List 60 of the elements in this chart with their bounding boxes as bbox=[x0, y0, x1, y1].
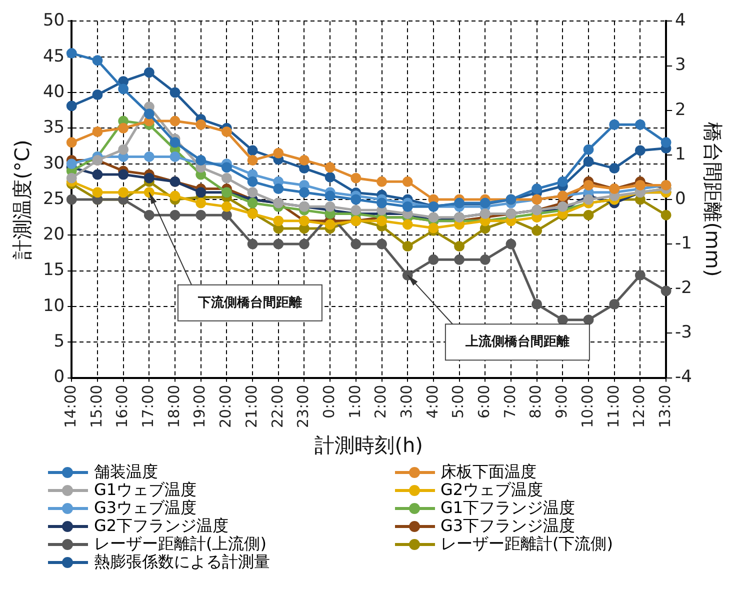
x-tick-label: 15:00 bbox=[87, 384, 106, 428]
x-tick-label: 12:00 bbox=[630, 384, 648, 428]
y-tick-label: 30 bbox=[42, 153, 65, 174]
y-tick-label: 0 bbox=[54, 367, 65, 388]
y2-tick-label: 0 bbox=[675, 188, 686, 209]
legend-label: レーザー距離計(下流側) bbox=[440, 534, 613, 553]
y2-tick-label: -3 bbox=[675, 322, 692, 343]
legend-label: レーザー距離計(上流側) bbox=[94, 534, 266, 553]
legend-label: 床板下面温度 bbox=[440, 462, 536, 481]
y2-tick-label: 4 bbox=[675, 10, 686, 31]
x-tick-label: 23:00 bbox=[294, 384, 312, 428]
legend-label: G2下フランジ温度 bbox=[94, 516, 229, 535]
legend-label: 舗装温度 bbox=[94, 462, 158, 481]
x-tick-label: 5:00 bbox=[449, 384, 468, 418]
x-tick-label: 16:00 bbox=[113, 384, 132, 428]
y2-tick-label: 1 bbox=[675, 144, 686, 164]
y-tick-label: 20 bbox=[42, 224, 65, 245]
x-tick-label: 19:00 bbox=[190, 384, 209, 428]
x-tick-label: 9:00 bbox=[552, 384, 571, 418]
y-axis-title: 計測温度(°C) bbox=[10, 140, 34, 260]
y2-tick-label: 3 bbox=[675, 55, 686, 76]
y2-tick-label: -2 bbox=[675, 278, 692, 298]
legend-label: G1下フランジ温度 bbox=[440, 498, 576, 517]
legend-label: G1ウェブ温度 bbox=[94, 480, 197, 499]
y-tick-label: 40 bbox=[42, 82, 65, 102]
x-tick-label: 4:00 bbox=[423, 384, 442, 418]
y-tick-label: 35 bbox=[42, 118, 65, 138]
y2-tick-label: -4 bbox=[675, 367, 692, 388]
x-tick-label: 17:00 bbox=[139, 384, 158, 428]
y2-tick-label: 2 bbox=[675, 100, 686, 120]
x-tick-label: 21:00 bbox=[242, 384, 260, 428]
x-tick-label: 6:00 bbox=[475, 384, 494, 418]
y-tick-label: 15 bbox=[42, 260, 65, 280]
y-tick-label: 5 bbox=[54, 332, 65, 352]
x-tick-label: 10:00 bbox=[578, 384, 596, 428]
y-tick-label: 50 bbox=[42, 10, 65, 31]
x-tick-label: 8:00 bbox=[526, 384, 545, 418]
legend-label: 熱膨張係数による計測量 bbox=[94, 552, 270, 571]
x-tick-label: 3:00 bbox=[398, 384, 416, 418]
legend-label: G2ウェブ温度 bbox=[440, 480, 544, 499]
y-tick-label: 10 bbox=[42, 296, 65, 316]
x-tick-label: 13:00 bbox=[656, 384, 674, 428]
x-tick-label: 22:00 bbox=[268, 384, 286, 428]
y-tick-label: 25 bbox=[42, 188, 65, 209]
y-tick-label: 45 bbox=[42, 46, 65, 66]
x-tick-label: 14:00 bbox=[62, 384, 80, 428]
y2-tick-label: -1 bbox=[675, 233, 692, 254]
x-tick-label: 7:00 bbox=[500, 384, 519, 418]
x-tick-label: 11:00 bbox=[604, 384, 622, 428]
x-tick-label: 20:00 bbox=[216, 384, 235, 428]
x-tick-label: 1:00 bbox=[346, 384, 364, 418]
x-tick-label: 0:00 bbox=[320, 384, 338, 418]
y2-axis-title: 橋台間距離(mm) bbox=[700, 122, 725, 277]
annotation: 上流側橋台間距離 bbox=[464, 333, 570, 350]
legend-label: G3ウェブ温度 bbox=[94, 498, 197, 517]
x-tick-label: 2:00 bbox=[372, 384, 390, 418]
legend-label: G3下フランジ温度 bbox=[440, 516, 576, 535]
x-tick-label: 18:00 bbox=[164, 384, 183, 428]
x-axis-title: 計測時刻(h) bbox=[314, 433, 423, 458]
annotation: 下流側橋台間距離 bbox=[196, 294, 302, 310]
